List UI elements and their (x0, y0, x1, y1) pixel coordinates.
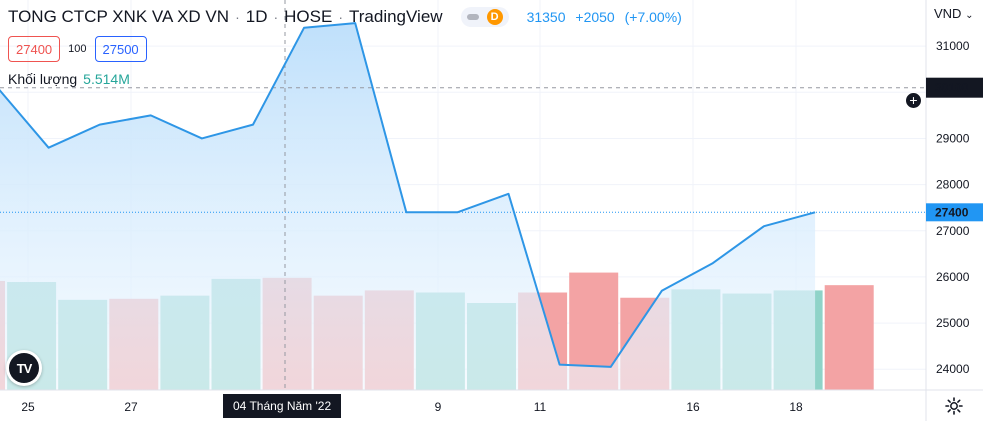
symbol-name[interactable]: TONG CTCP XNK VA XD VN (8, 7, 230, 26)
price-axis[interactable]: 2400025000260002700028000290003000031000 (936, 39, 970, 376)
time-tick-label: 25 (21, 400, 35, 414)
time-tick-label: 18 (789, 400, 803, 414)
source-label: TradingView (349, 7, 443, 26)
price-tick-label: 29000 (936, 131, 970, 145)
tradingview-logo[interactable]: TV (6, 350, 42, 386)
price-quote: 31350 +2050 (+7.00%) (527, 9, 682, 25)
add-alert-plus-icon[interactable]: + (905, 92, 922, 109)
time-tick-label: 16 (686, 400, 700, 414)
interval-label[interactable]: 1D (245, 7, 268, 26)
separator-dot: · (273, 9, 279, 25)
market-status-pill[interactable]: D (460, 7, 509, 27)
bid-price-box[interactable]: 27400 (8, 36, 61, 62)
price-line (0, 22, 816, 368)
spread-value: 100 (68, 43, 87, 55)
price-tick-label: 28000 (936, 178, 970, 192)
price-change-percent: (+7.00%) (624, 9, 682, 25)
ask-price-box[interactable]: 27500 (94, 36, 147, 62)
separator-dot: · (235, 9, 240, 25)
price-change: +2050 (575, 9, 615, 25)
separator-dot: · (338, 9, 343, 25)
market-closed-icon (466, 14, 479, 20)
last-price-label: 27400 (935, 205, 969, 219)
price-tick-label: 31000 (936, 39, 970, 53)
chevron-down-icon: ⌄ (965, 10, 974, 21)
time-tick-label: 11 (534, 400, 547, 414)
time-axis[interactable]: 25 27 9 11 16 18 (21, 400, 803, 414)
price-tick-label: 27000 (936, 224, 970, 238)
crosshair-price-label: 30100 (935, 81, 969, 95)
legend-header: TONG CTCP XNK VA XD VN · 1D · HOSE · Tra… (8, 7, 682, 27)
currency-dropdown[interactable]: VND ⌄ (934, 6, 973, 21)
price-tick-label: 24000 (936, 362, 970, 376)
price-area-fill (0, 23, 816, 390)
exchange-label: HOSE (284, 7, 333, 26)
volume-legend: Khối lượng 5.514M (8, 71, 130, 87)
time-tick-label: 27 (124, 400, 138, 414)
volume-bar (824, 285, 874, 390)
quote-boxes: 27400 100 27500 (8, 36, 147, 62)
price-tick-label: 26000 (936, 270, 970, 284)
currency-label: VND (934, 6, 962, 21)
volume-label: Khối lượng (8, 71, 78, 87)
delayed-data-badge: D (486, 9, 503, 25)
price-tick-label: 25000 (936, 316, 970, 330)
crosshair-date-label: 04 Tháng Năm '22 (223, 394, 342, 418)
last-price-tag: 27400 (926, 203, 983, 222)
crosshair-price-tag: 30100 (926, 77, 983, 98)
gear-icon[interactable] (944, 396, 964, 416)
last-price: 31350 (526, 9, 566, 25)
tradingview-logo-mark: TV (9, 353, 39, 383)
volume-value: 5.514M (83, 71, 130, 87)
time-tick-label: 9 (435, 400, 442, 414)
